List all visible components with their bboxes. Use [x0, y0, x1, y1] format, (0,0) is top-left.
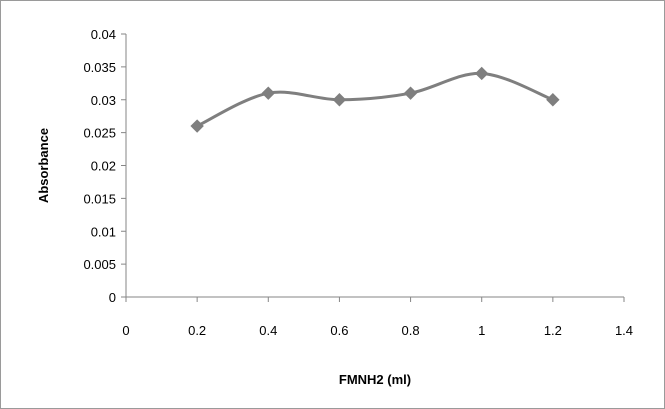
data-point-marker	[546, 93, 560, 107]
series-markers	[190, 66, 560, 133]
y-tick-label: 0.005	[83, 257, 116, 272]
y-axis-title: Absorbance	[36, 128, 51, 203]
data-point-marker	[332, 93, 347, 107]
y-tick-label: 0	[109, 290, 116, 305]
x-tick-label: 1	[478, 323, 485, 338]
series-line	[195, 71, 555, 128]
x-axis-title: FMNH2 (ml)	[339, 372, 411, 387]
x-tick-label: 0	[122, 323, 129, 338]
y-tick-label: 0.03	[91, 93, 116, 108]
y-tick-label: 0.015	[83, 191, 116, 206]
data-point-marker	[261, 86, 275, 100]
data-point-marker	[190, 119, 204, 133]
x-tick-label: 0.8	[402, 323, 420, 338]
x-tick-label: 1.4	[615, 323, 633, 338]
x-tick-label: 0.6	[330, 323, 348, 338]
y-axis-ticks: 0 0.005 0.01 0.015 0.02 0.025 0.03 0.035 0.04	[83, 27, 126, 305]
x-tick-label: 0.2	[188, 323, 206, 338]
y-tick-label: 0.02	[91, 159, 116, 174]
x-tick-label: 1.2	[544, 323, 562, 338]
y-tick-label: 0.025	[83, 126, 116, 141]
data-point-marker	[403, 86, 418, 100]
x-axis-ticks: 0 0.2 0.4 0.6 0.8 1 1.2 1.4	[122, 297, 633, 338]
y-tick-label: 0.035	[83, 60, 116, 75]
y-tick-label: 0.04	[91, 27, 116, 42]
x-tick-label: 0.4	[259, 323, 277, 338]
y-tick-label: 0.01	[91, 224, 116, 239]
data-point-marker	[475, 66, 489, 81]
